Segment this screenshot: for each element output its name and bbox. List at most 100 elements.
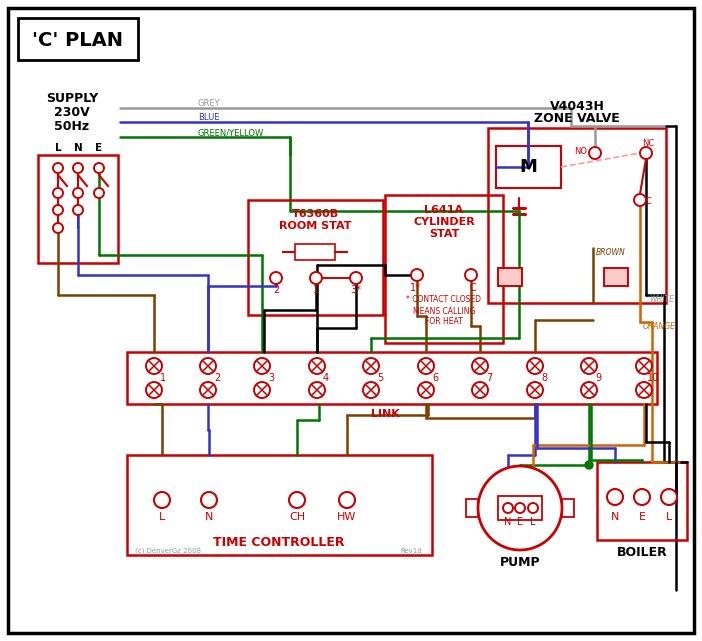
Text: WHITE: WHITE bbox=[649, 295, 674, 304]
Text: 2: 2 bbox=[214, 373, 220, 383]
Bar bbox=[496, 146, 561, 188]
Text: 5: 5 bbox=[377, 373, 383, 383]
Text: PUMP: PUMP bbox=[500, 556, 541, 569]
Bar bbox=[498, 496, 542, 520]
Text: NC: NC bbox=[642, 138, 654, 147]
Circle shape bbox=[527, 382, 543, 398]
Circle shape bbox=[640, 147, 652, 159]
Bar bbox=[295, 244, 335, 260]
Text: C: C bbox=[470, 283, 477, 293]
Text: 230V: 230V bbox=[54, 106, 90, 119]
Text: 1*: 1* bbox=[409, 283, 420, 293]
Circle shape bbox=[418, 358, 434, 374]
Bar bbox=[127, 455, 432, 555]
Text: Rev1d: Rev1d bbox=[400, 548, 422, 554]
Bar bbox=[498, 268, 522, 286]
Text: 'C' PLAN: 'C' PLAN bbox=[32, 31, 124, 49]
Text: GREY: GREY bbox=[198, 99, 220, 108]
Text: (c) DenverGz 2008: (c) DenverGz 2008 bbox=[135, 548, 201, 554]
Circle shape bbox=[94, 188, 104, 198]
Text: CYLINDER: CYLINDER bbox=[413, 217, 475, 227]
Circle shape bbox=[146, 358, 162, 374]
Text: N: N bbox=[504, 517, 512, 527]
Circle shape bbox=[73, 205, 83, 215]
Circle shape bbox=[589, 147, 601, 159]
Text: CH: CH bbox=[289, 512, 305, 522]
Circle shape bbox=[636, 382, 652, 398]
Text: BROWN: BROWN bbox=[596, 248, 625, 257]
Text: N: N bbox=[74, 143, 82, 153]
Circle shape bbox=[289, 492, 305, 508]
Circle shape bbox=[363, 358, 379, 374]
Circle shape bbox=[270, 272, 282, 284]
Text: ZONE VALVE: ZONE VALVE bbox=[534, 112, 620, 124]
Circle shape bbox=[363, 382, 379, 398]
Text: 50Hz: 50Hz bbox=[55, 119, 90, 133]
Text: N: N bbox=[611, 512, 619, 522]
Circle shape bbox=[418, 382, 434, 398]
Circle shape bbox=[581, 358, 597, 374]
Text: STAT: STAT bbox=[429, 229, 459, 239]
Circle shape bbox=[465, 269, 477, 281]
Bar bbox=[498, 268, 522, 286]
Circle shape bbox=[200, 358, 216, 374]
Circle shape bbox=[310, 272, 322, 284]
Text: N: N bbox=[205, 512, 213, 522]
Text: L: L bbox=[55, 143, 61, 153]
Bar bbox=[562, 499, 574, 517]
Circle shape bbox=[607, 489, 623, 505]
Bar bbox=[488, 128, 666, 303]
Circle shape bbox=[636, 358, 652, 374]
Text: 3*: 3* bbox=[350, 285, 362, 295]
Circle shape bbox=[254, 358, 270, 374]
Text: L: L bbox=[530, 517, 536, 527]
Circle shape bbox=[411, 269, 423, 281]
Text: ROOM STAT: ROOM STAT bbox=[279, 221, 351, 231]
Text: V4043H: V4043H bbox=[550, 99, 604, 113]
Circle shape bbox=[200, 382, 216, 398]
Text: LINK: LINK bbox=[371, 409, 399, 419]
Text: 10: 10 bbox=[647, 373, 659, 383]
Circle shape bbox=[201, 492, 217, 508]
Circle shape bbox=[254, 382, 270, 398]
Text: MEANS CALLING: MEANS CALLING bbox=[413, 306, 475, 315]
Circle shape bbox=[661, 489, 677, 505]
Text: 1: 1 bbox=[313, 285, 319, 295]
Circle shape bbox=[350, 272, 362, 284]
Text: 9: 9 bbox=[595, 373, 601, 383]
Text: TIME CONTROLLER: TIME CONTROLLER bbox=[213, 537, 345, 549]
Circle shape bbox=[53, 163, 63, 173]
Text: 8: 8 bbox=[541, 373, 547, 383]
Circle shape bbox=[73, 163, 83, 173]
Text: NO: NO bbox=[574, 147, 588, 156]
Circle shape bbox=[53, 223, 63, 233]
Bar bbox=[604, 268, 628, 286]
Text: 6: 6 bbox=[432, 373, 438, 383]
Circle shape bbox=[73, 188, 83, 198]
Text: SUPPLY: SUPPLY bbox=[46, 92, 98, 104]
Text: 7: 7 bbox=[486, 373, 492, 383]
Text: E: E bbox=[639, 512, 646, 522]
Bar bbox=[466, 499, 478, 517]
Circle shape bbox=[309, 382, 325, 398]
Text: 3: 3 bbox=[268, 373, 274, 383]
Text: T6360B: T6360B bbox=[291, 209, 338, 219]
Bar bbox=[18, 18, 138, 60]
Bar bbox=[604, 268, 628, 286]
Circle shape bbox=[527, 358, 543, 374]
Circle shape bbox=[581, 382, 597, 398]
Bar bbox=[248, 200, 383, 315]
Circle shape bbox=[94, 163, 104, 173]
Text: L: L bbox=[666, 512, 672, 522]
Text: 2: 2 bbox=[273, 285, 279, 295]
Circle shape bbox=[478, 466, 562, 550]
Text: GREEN/YELLOW: GREEN/YELLOW bbox=[198, 128, 264, 138]
Circle shape bbox=[309, 358, 325, 374]
Bar bbox=[38, 155, 118, 263]
Text: C: C bbox=[645, 197, 651, 206]
Circle shape bbox=[528, 503, 538, 513]
Circle shape bbox=[585, 461, 593, 469]
Circle shape bbox=[339, 492, 355, 508]
Bar bbox=[597, 462, 687, 540]
Text: 1: 1 bbox=[160, 373, 166, 383]
